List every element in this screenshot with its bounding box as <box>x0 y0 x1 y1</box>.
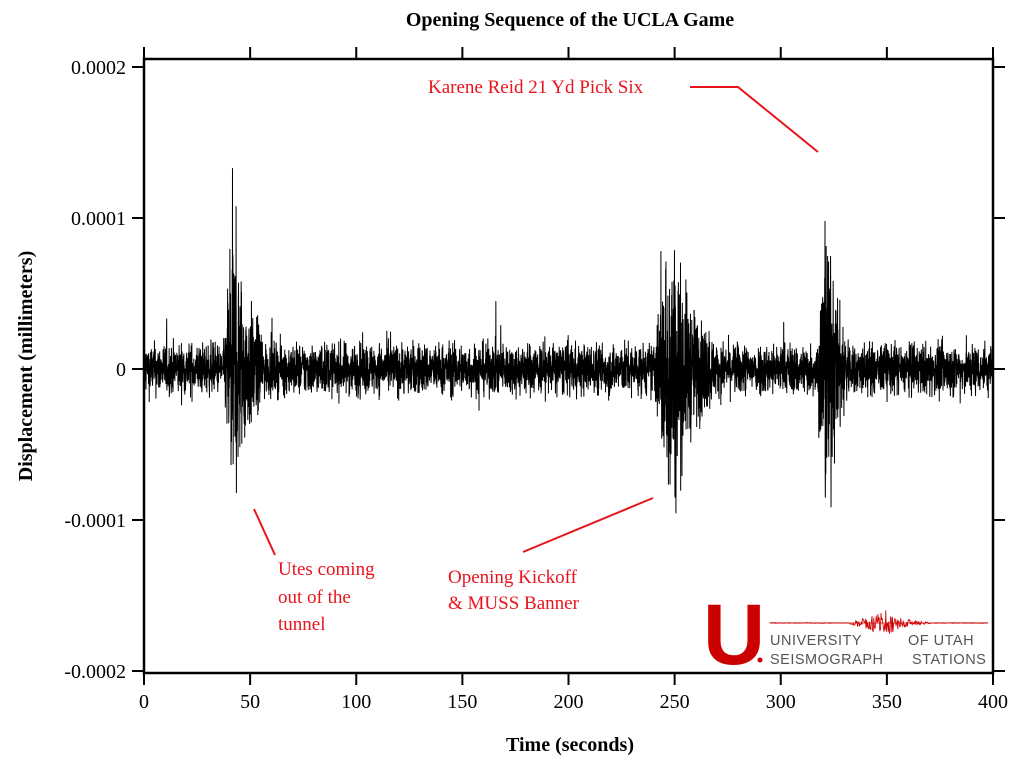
seismogram-trace-group <box>143 168 994 514</box>
annotation-kickoff-line-2: & MUSS Banner <box>448 593 580 614</box>
annotation-pick-six-text: Karene Reid 21 Yd Pick Six <box>428 77 644 98</box>
x-tick-label: 200 <box>554 691 584 713</box>
annotation-kickoff-pointer <box>522 497 654 553</box>
annotation-tunnel-line-2: out of the <box>278 587 351 608</box>
x-tick-label: 400 <box>978 691 1008 713</box>
x-tick-label: 250 <box>660 691 690 713</box>
annotation-pick-six-pointer <box>690 86 819 153</box>
logo-stations-text: STATIONS <box>912 652 986 668</box>
y-tick-label: -0.0002 <box>64 661 126 683</box>
seismogram-trace <box>143 168 994 514</box>
annotation-tunnel: Utes coming out of the tunnel <box>253 508 379 635</box>
x-axis-label: Time (seconds) <box>506 734 634 756</box>
logo-registered-dot <box>757 657 763 663</box>
x-tick-label: 0 <box>139 691 149 713</box>
x-tick-label: 50 <box>240 691 260 713</box>
y-tick-label: 0.0001 <box>71 208 126 230</box>
y-axis-label: Displacement (millimeters) <box>15 251 37 481</box>
annotation-tunnel-line-3: tunnel <box>278 614 326 635</box>
annotation-kickoff-line-1: Opening Kickoff <box>448 567 578 588</box>
logo-seismogram-wave <box>769 610 989 634</box>
logo-seismograph-text: SEISMOGRAPH <box>770 652 883 668</box>
y-tick-label: 0.0002 <box>71 57 126 79</box>
chart-title: Opening Sequence of the UCLA Game <box>406 9 734 31</box>
y-tick-label: -0.0001 <box>64 510 126 532</box>
annotation-tunnel-text: Utes coming out of the tunnel <box>278 559 379 635</box>
logo-wave-path <box>769 610 989 634</box>
x-tick-label: 100 <box>341 691 371 713</box>
logo-of-utah-text: OF UTAH <box>908 633 974 649</box>
annotation-tunnel-line-1: Utes coming <box>278 559 375 580</box>
x-tick-label: 350 <box>872 691 902 713</box>
university-of-utah-seismograph-logo: U UNIVERSITY OF UTAH SEISMOGRAPH STATION… <box>703 587 989 683</box>
y-tick-label: 0 <box>116 359 126 381</box>
annotation-kickoff-text: Opening Kickoff & MUSS Banner <box>448 567 582 614</box>
logo-university-text: UNIVERSITY <box>770 633 862 649</box>
annotation-kickoff: Opening Kickoff & MUSS Banner <box>448 497 654 614</box>
logo-u-mark: U <box>703 587 765 683</box>
x-tick-label: 300 <box>766 691 796 713</box>
annotation-tunnel-pointer <box>253 508 276 556</box>
axis-ticks: 0 50 100 150 200 250 300 350 400 0.0002 0.0001 0 -0.… <box>64 47 1008 713</box>
x-tick-label: 150 <box>447 691 477 713</box>
annotation-pick-six: Karene Reid 21 Yd Pick Six <box>428 77 819 153</box>
